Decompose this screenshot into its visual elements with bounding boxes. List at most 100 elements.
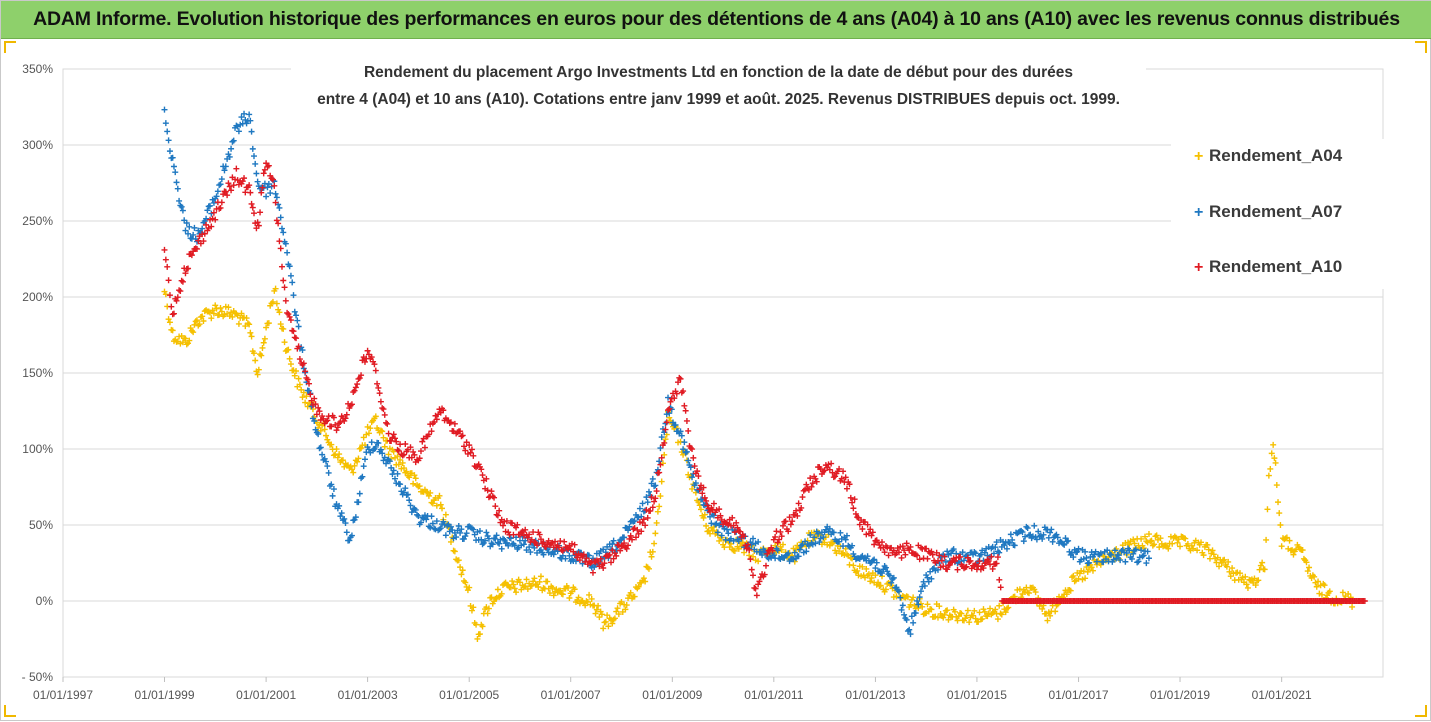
x-tick-label: 01/01/2021	[1252, 688, 1312, 702]
data-point	[936, 603, 943, 610]
data-point	[730, 537, 737, 544]
data-point	[661, 439, 668, 446]
data-point	[1283, 534, 1290, 541]
data-point	[222, 188, 229, 195]
data-point	[492, 503, 499, 510]
data-point	[286, 263, 293, 270]
data-point	[1032, 589, 1039, 596]
data-point	[228, 187, 235, 194]
data-point	[622, 606, 629, 613]
data-point	[221, 167, 228, 174]
data-point	[731, 529, 738, 536]
data-point	[681, 402, 688, 409]
chart-title-line-2: entre 4 (A04) et 10 ans (A10). Cotations…	[317, 91, 1120, 108]
data-point	[785, 550, 792, 557]
data-point	[786, 514, 793, 521]
data-point	[162, 120, 169, 127]
data-point	[463, 530, 470, 537]
data-point	[683, 417, 690, 424]
data-point	[1003, 545, 1010, 552]
data-point	[336, 451, 343, 458]
data-point	[544, 578, 551, 585]
data-point	[673, 390, 680, 397]
data-point	[433, 416, 440, 423]
data-point	[505, 542, 512, 549]
data-point	[493, 511, 500, 518]
data-point	[193, 317, 200, 324]
data-point	[600, 625, 607, 632]
data-point	[929, 551, 936, 558]
data-point	[842, 536, 849, 543]
data-point	[944, 548, 951, 555]
data-point	[361, 358, 368, 365]
data-point	[703, 497, 710, 504]
data-point	[393, 438, 400, 445]
data-point	[241, 175, 248, 182]
data-point	[652, 495, 659, 502]
data-point	[1177, 543, 1184, 550]
data-point	[846, 481, 853, 488]
data-point	[457, 564, 464, 571]
data-point	[903, 616, 910, 623]
data-point	[530, 529, 537, 536]
data-point	[803, 481, 810, 488]
data-point	[756, 578, 763, 585]
data-point	[323, 432, 330, 439]
data-point	[996, 549, 1003, 556]
data-point	[258, 189, 265, 196]
data-point	[1023, 523, 1030, 530]
data-point	[253, 170, 260, 177]
data-point	[691, 463, 698, 470]
data-point	[165, 277, 172, 284]
data-point	[639, 500, 646, 507]
data-point	[944, 566, 951, 573]
data-point	[162, 291, 169, 298]
data-point	[402, 440, 409, 447]
data-point	[1130, 550, 1137, 557]
data-point	[272, 190, 279, 197]
data-point	[1142, 533, 1149, 540]
chart-title: Rendement du placement Argo Investments …	[291, 59, 1146, 113]
data-point	[1097, 550, 1104, 557]
data-point	[285, 346, 292, 353]
data-point	[1075, 545, 1082, 552]
data-point	[346, 537, 353, 544]
data-point	[576, 557, 583, 564]
data-point	[419, 438, 426, 445]
data-point	[1070, 554, 1077, 561]
data-point	[226, 183, 233, 190]
data-point	[746, 546, 753, 553]
data-point	[1209, 547, 1216, 554]
data-point	[566, 594, 573, 601]
data-point	[217, 304, 224, 311]
data-point	[852, 510, 859, 517]
data-point	[934, 614, 941, 621]
data-point	[826, 525, 833, 532]
data-point	[316, 408, 323, 415]
data-point	[269, 176, 276, 183]
data-point	[687, 464, 694, 471]
data-point	[389, 471, 396, 478]
data-point	[1149, 542, 1156, 549]
data-point	[494, 586, 501, 593]
data-point	[904, 593, 911, 600]
data-point	[273, 194, 280, 201]
data-point	[286, 313, 293, 320]
data-point	[170, 163, 177, 170]
legend-label-a10: Rendement_A10	[1209, 257, 1343, 276]
data-point	[1083, 554, 1090, 561]
data-point	[868, 575, 875, 582]
data-point	[361, 456, 368, 463]
data-point	[1345, 591, 1352, 598]
data-point	[403, 468, 410, 475]
data-point	[355, 455, 362, 462]
data-point	[421, 444, 428, 451]
data-point	[417, 448, 424, 455]
data-point	[700, 514, 707, 521]
data-point	[582, 602, 589, 609]
data-point	[399, 459, 406, 466]
data-point	[467, 449, 474, 456]
data-point	[338, 510, 345, 517]
data-point	[182, 270, 189, 277]
data-point	[478, 466, 485, 473]
